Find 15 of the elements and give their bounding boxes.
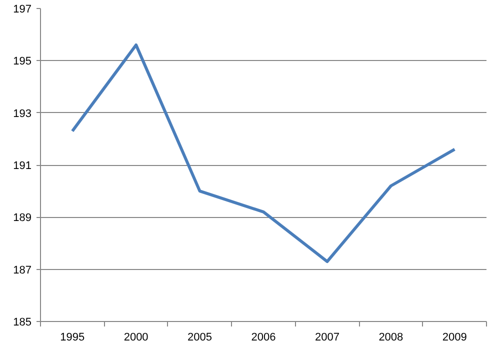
x-tick-label: 2009 [442, 332, 467, 344]
y-tick-label: 193 [13, 108, 32, 120]
y-tick-label: 187 [13, 264, 32, 276]
x-tick-label: 2006 [251, 332, 276, 344]
x-tick-label: 2008 [378, 332, 404, 344]
x-tick-label: 1995 [60, 332, 85, 344]
y-tick-label: 185 [13, 316, 32, 328]
y-tick-label: 195 [13, 56, 32, 68]
line-series [70, 44, 456, 264]
x-tick-label: 2005 [188, 332, 212, 344]
x-tick-label: 2000 [124, 332, 148, 344]
y-tick-label: 197 [13, 4, 32, 16]
y-tick-label: 191 [13, 160, 32, 172]
x-tick-label: 2007 [314, 332, 340, 344]
y-tick-label: 189 [13, 212, 32, 224]
